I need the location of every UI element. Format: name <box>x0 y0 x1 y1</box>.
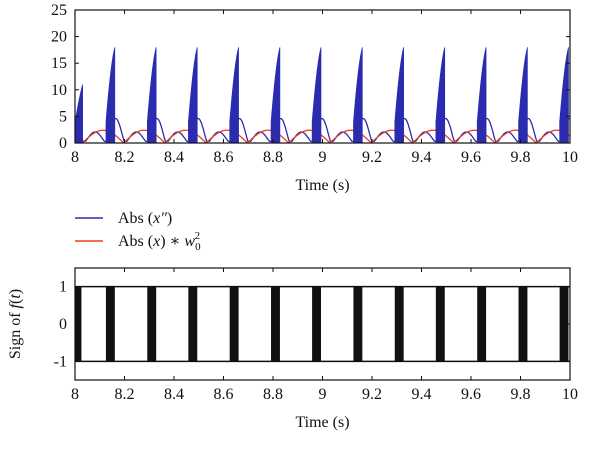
burst-spike <box>188 47 198 143</box>
sign-switch-burst <box>394 286 404 362</box>
top-x-axis-label: Time (s) <box>295 177 349 194</box>
top-chart: 8 8.2 8.4 8.6 8.8 9 9.2 9.4 9.6 9.8 10 0 5 10 15 20 25 T… <box>51 2 578 194</box>
burst-spike <box>394 47 404 143</box>
sign-switch-burst <box>435 286 445 362</box>
top-ytick-label: 20 <box>51 29 67 46</box>
burst-spike <box>146 47 157 143</box>
bottom-chart: 8 8.2 8.4 8.6 8.8 9 9.2 9.4 9.6 9.8 10 -1 0 1 Time (s… <box>7 267 578 431</box>
burst-spike <box>105 47 116 143</box>
bottom-xtick-label: 9.6 <box>461 386 481 403</box>
bottom-axis-ticks: 8 8.2 8.4 8.6 8.8 9 9.2 9.4 9.6 9.8 10 -1 0 1 <box>54 268 578 403</box>
burst-spike <box>270 47 281 143</box>
top-xtick-label: 9.8 <box>511 149 531 166</box>
top-xtick-label: 9.4 <box>412 149 432 166</box>
burst-spike <box>476 47 487 143</box>
top-xtick-label: 8.6 <box>214 149 234 166</box>
legend-label-abs-x-second: Abs (x″) <box>118 210 172 227</box>
top-xtick-label: 9.2 <box>362 149 382 166</box>
burst-spike <box>229 47 239 143</box>
bottom-x-axis-label: Time (s) <box>295 414 349 431</box>
sign-switch-burst <box>312 286 322 362</box>
sign-switch-burst <box>105 286 115 362</box>
top-ytick-label: 0 <box>59 135 67 152</box>
bottom-xtick-label: 9.8 <box>511 386 531 403</box>
burst-spike <box>75 84 83 143</box>
burst-spike <box>311 47 322 143</box>
top-xtick-label: 8.4 <box>164 149 184 166</box>
bottom-ytick-label: 1 <box>59 279 67 296</box>
sign-switch-burst <box>188 286 198 362</box>
top-xtick-label: 9.6 <box>461 149 481 166</box>
sign-switch-burst <box>518 286 528 362</box>
top-ytick-label: 15 <box>51 55 67 72</box>
top-ytick-label: 10 <box>51 82 67 99</box>
bottom-xtick-label: 8 <box>71 386 79 403</box>
bottom-xtick-label: 8.2 <box>115 386 135 403</box>
sign-switch-burst <box>353 286 363 362</box>
top-ytick-label: 25 <box>51 2 67 19</box>
top-axis-ticks: 8 8.2 8.4 8.6 8.8 9 9.2 9.4 9.6 9.8 10 0 5 10 15 20 25 <box>51 2 578 166</box>
series-line-abs-x-w0 <box>75 129 570 143</box>
top-xtick-label: 10 <box>562 149 578 166</box>
top-plot-series <box>75 47 570 143</box>
top-xtick-label: 8.8 <box>263 149 283 166</box>
bottom-xtick-label: 8.4 <box>164 386 184 403</box>
bottom-xtick-label: 10 <box>562 386 578 403</box>
sign-switch-burst <box>229 286 239 362</box>
series-line-abs-x-second <box>75 117 570 143</box>
sign-switch-burst <box>271 286 280 362</box>
bottom-y-axis-label: Sign of f(t) <box>7 289 24 359</box>
sign-switch-burst <box>477 286 487 362</box>
bottom-xtick-label: 8.8 <box>263 386 283 403</box>
top-xtick-label: 8 <box>71 149 79 166</box>
burst-spike <box>353 47 363 143</box>
bottom-xtick-label: 9.2 <box>362 386 382 403</box>
bottom-ytick-label: -1 <box>54 353 67 370</box>
sign-switch-burst <box>147 286 157 362</box>
legend: Abs (x″) Abs (x) ∗ w02 <box>75 210 201 253</box>
burst-spike <box>435 47 446 143</box>
top-xtick-label: 9 <box>319 149 327 166</box>
burst-spike <box>559 47 569 143</box>
bottom-xtick-label: 9 <box>319 386 327 403</box>
burst-spike <box>518 47 528 143</box>
bottom-xtick-label: 8.6 <box>214 386 234 403</box>
top-ytick-label: 5 <box>59 108 67 125</box>
bottom-ytick-label: 0 <box>59 316 67 333</box>
bottom-plot-series <box>75 285 570 363</box>
sign-switch-burst <box>559 286 569 362</box>
legend-label-abs-x-w0: Abs (x) ∗ w02 <box>118 230 201 253</box>
top-xtick-label: 8.2 <box>115 149 135 166</box>
bottom-xtick-label: 9.4 <box>412 386 432 403</box>
